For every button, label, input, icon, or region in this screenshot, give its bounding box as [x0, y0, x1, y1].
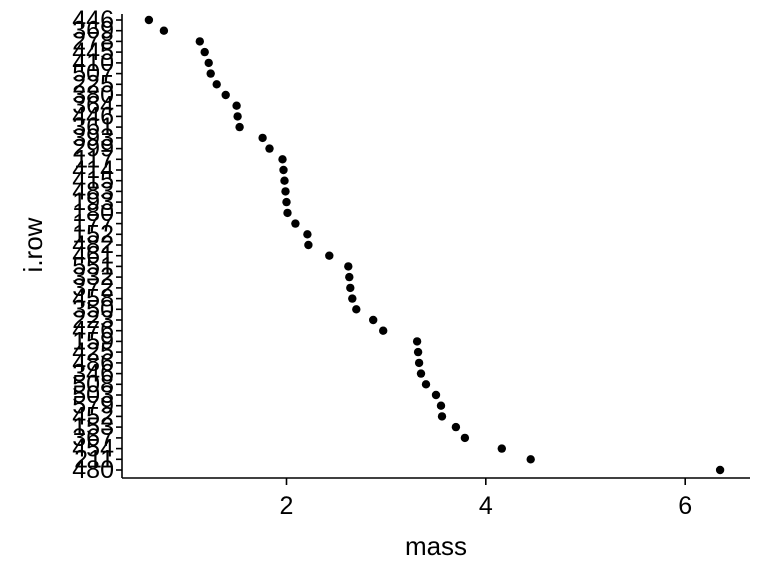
data-point — [416, 369, 426, 378]
y-tick-label: 350 — [72, 295, 114, 323]
data-point — [325, 251, 334, 260]
y-tick-label: 223 — [72, 306, 114, 334]
y-tick-label: 369 — [72, 17, 114, 45]
data-point — [258, 133, 267, 143]
y-tick-label: 452 — [72, 402, 114, 430]
y-tick-label: 445 — [72, 38, 114, 66]
data-point — [221, 90, 230, 100]
data-point — [282, 197, 291, 207]
data-point — [206, 69, 215, 78]
y-tick-label: 476 — [72, 317, 114, 345]
y-tick-label: 152 — [72, 220, 114, 248]
data-point — [283, 208, 292, 218]
y-tick-label: 579 — [72, 392, 114, 420]
y-tick-label: 425 — [72, 338, 114, 366]
y-tick-label: 367 — [72, 424, 114, 452]
y-tick-label: 153 — [72, 413, 114, 441]
data-point — [233, 112, 242, 121]
y-tick-label: 482 — [72, 231, 114, 259]
y-tick-label: 180 — [72, 199, 114, 227]
x-tick-label: 2 — [280, 492, 294, 520]
data-point — [212, 80, 221, 89]
y-tick-label: 393 — [72, 124, 114, 152]
data-point — [303, 230, 312, 239]
y-tick-label: 159 — [72, 327, 114, 355]
y-tick-label: 193 — [72, 188, 114, 216]
y-tick-label: 461 — [72, 242, 114, 270]
y-tick-label: 503 — [72, 381, 114, 409]
y-tick-label: 177 — [72, 210, 114, 238]
y-tick-label: 225 — [72, 70, 114, 98]
y-tick-label: 508 — [72, 370, 114, 398]
data-point — [232, 101, 241, 110]
x-axis-title: mass — [405, 531, 467, 561]
y-axis-title: i.row — [18, 217, 48, 272]
data-point — [715, 465, 725, 475]
y-tick-label: 415 — [72, 167, 114, 195]
data-point — [352, 305, 361, 314]
y-tick-label: 117 — [74, 145, 114, 173]
y-tick-label: 458 — [72, 285, 114, 313]
y-tick-label: 299 — [72, 135, 114, 163]
data-point — [278, 155, 287, 164]
y-tick-label: 346 — [72, 360, 114, 388]
x-axis: 2 4 6 — [280, 478, 692, 520]
data-point — [345, 272, 354, 282]
y-tick-label: 364 — [72, 92, 114, 120]
y-tick-label: 372 — [72, 274, 114, 302]
data-point — [451, 422, 461, 432]
data-point — [414, 358, 424, 368]
data-point — [348, 294, 357, 303]
y-tick-labels: 4463692784454105072253803644463613932991… — [72, 6, 122, 484]
data-point — [460, 433, 470, 443]
data-point — [195, 37, 204, 46]
data-points — [144, 15, 725, 475]
y-tick-label: 446 — [72, 102, 114, 130]
y-tick-label: 361 — [72, 113, 114, 141]
y-tick-label: 483 — [72, 177, 114, 205]
data-point — [144, 15, 154, 25]
y-tick-label: 380 — [72, 81, 114, 109]
data-point — [413, 347, 423, 357]
y-tick-label: 414 — [72, 156, 114, 184]
data-point — [159, 26, 169, 35]
data-point — [280, 176, 289, 185]
data-point — [265, 144, 274, 153]
data-point — [431, 390, 441, 400]
y-tick-label: 480 — [72, 456, 114, 484]
data-point — [421, 380, 431, 389]
x-tick-label: 6 — [678, 492, 692, 520]
data-point — [412, 337, 422, 346]
y-tick-label: 211 — [74, 445, 114, 473]
data-point — [369, 315, 378, 325]
data-point — [379, 326, 388, 335]
data-point — [497, 444, 506, 453]
y-tick-label: 551 — [72, 252, 114, 280]
y-tick-label: 332 — [72, 263, 114, 291]
y-tick-label: 507 — [72, 60, 114, 88]
y-tick-label: 410 — [72, 49, 114, 77]
data-point — [344, 262, 353, 271]
y-tick-label: 454 — [72, 435, 114, 463]
y-tick-label: 278 — [72, 27, 114, 55]
data-point — [436, 401, 446, 410]
data-point — [304, 240, 313, 250]
data-point — [291, 219, 300, 228]
data-point — [526, 455, 535, 464]
data-point — [437, 412, 447, 421]
data-point — [346, 283, 355, 293]
y-tick-label: 446 — [72, 6, 114, 34]
data-point — [200, 47, 209, 57]
data-point — [204, 58, 213, 68]
data-point — [279, 165, 288, 175]
x-tick-label: 4 — [479, 492, 493, 520]
data-point — [281, 187, 290, 196]
data-point — [235, 122, 244, 132]
y-tick-label: 486 — [72, 349, 114, 377]
